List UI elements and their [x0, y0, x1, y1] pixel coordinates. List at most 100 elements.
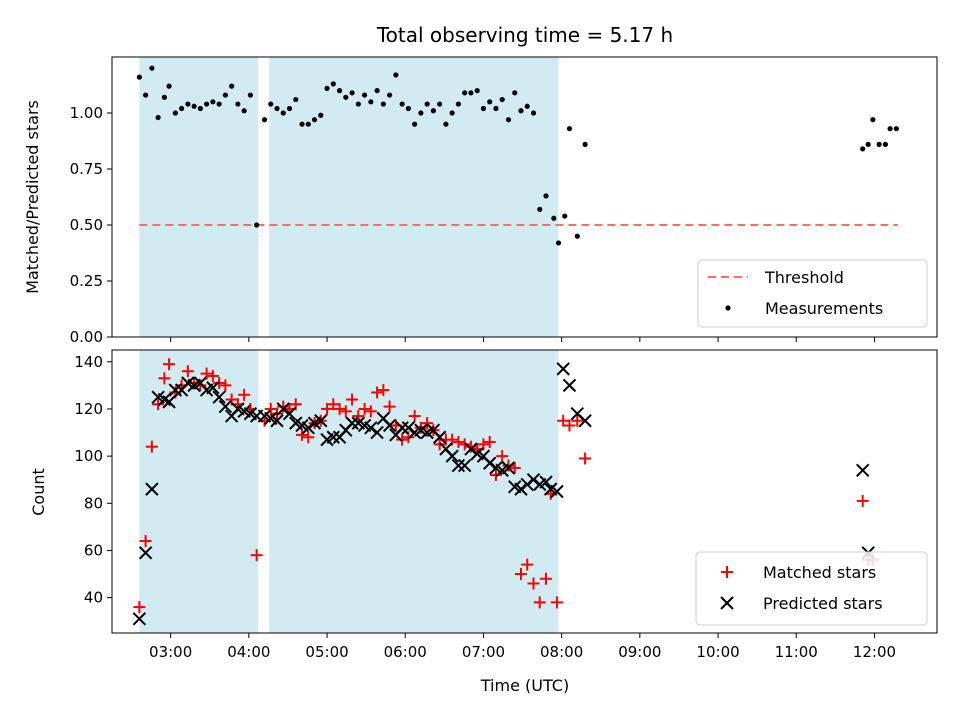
- y-tick-label: 100: [74, 447, 103, 465]
- matched-star-point: [540, 572, 553, 585]
- measurement-point: [161, 94, 167, 100]
- measurement-point: [343, 94, 349, 100]
- measurement-point: [286, 105, 293, 112]
- measurement-point: [361, 92, 368, 98]
- shaded-interval-2: [269, 350, 559, 633]
- measurement-point: [210, 99, 216, 105]
- measurement-point: [305, 121, 311, 127]
- predicted-star-point: [326, 430, 341, 444]
- measurement-point: [143, 92, 149, 98]
- measurement-point: [368, 99, 374, 105]
- measurement-point: [204, 101, 210, 107]
- measurement-point: [261, 117, 268, 123]
- matched-star-point: [502, 459, 515, 472]
- predicted-star-point: [382, 418, 397, 433]
- matched-star-point: [383, 400, 396, 413]
- y-tick-label: 120: [74, 400, 103, 418]
- legend-threshold-label: Threshold: [764, 268, 844, 287]
- count-panel-legend: Matched stars Predicted stars: [695, 551, 928, 626]
- predicted-star-point: [520, 477, 534, 492]
- measurement-point: [537, 206, 543, 212]
- measurement-point: [555, 240, 562, 246]
- predicted-star-point: [401, 421, 416, 435]
- measurement-point: [191, 103, 197, 109]
- measurement-point: [443, 121, 449, 127]
- y-tick-label: 40: [84, 589, 103, 607]
- x-tick-label: 09:00: [618, 643, 661, 661]
- y-tick-label: 1.00: [70, 104, 103, 122]
- matched-star-point: [264, 402, 277, 415]
- count-panel-ylabel: Count: [29, 468, 48, 516]
- legend-measurements-swatch: [725, 305, 731, 311]
- chart-title: Total observing time = 5.17 h: [376, 23, 673, 47]
- y-tick-label: 80: [84, 494, 103, 512]
- measurement-point: [480, 105, 487, 112]
- predicted-star-point: [145, 482, 159, 496]
- matched-star-point: [145, 440, 158, 453]
- predicted-star-point: [138, 546, 153, 560]
- measurement-point: [136, 74, 142, 80]
- legend-measurements-label: Measurements: [765, 299, 883, 318]
- measurement-point: [505, 117, 512, 123]
- matched-star-point: [321, 402, 334, 415]
- measurement-point: [566, 126, 573, 132]
- matched-star-point: [327, 398, 340, 411]
- measurement-point: [562, 213, 568, 219]
- matched-star-point: [856, 494, 869, 507]
- measurement-point: [449, 110, 455, 116]
- measurement-point: [468, 90, 474, 96]
- predicted-star-point: [132, 612, 147, 626]
- predicted-star-point: [550, 484, 564, 499]
- x-tick-label: 11:00: [775, 643, 818, 661]
- measurement-point: [274, 105, 280, 112]
- measurement-point: [582, 141, 588, 147]
- measurement-point: [311, 117, 318, 123]
- predicted-star-point: [301, 421, 315, 435]
- measurement-point: [197, 105, 203, 112]
- matched-star-point: [346, 393, 359, 406]
- matched-star-point: [514, 568, 527, 581]
- matched-star-point: [483, 435, 496, 448]
- measurement-point: [241, 108, 247, 114]
- matched-star-point: [579, 452, 592, 465]
- legend-matched-label: Matched stars: [763, 563, 876, 582]
- shaded-interval-2: [269, 57, 559, 337]
- x-tick-label: 12:00: [853, 643, 896, 661]
- y-tick-label: 0.75: [70, 160, 103, 178]
- measurement-point: [185, 101, 191, 107]
- measurement-point: [254, 222, 260, 228]
- matched-star-point: [421, 417, 434, 430]
- measurement-point: [355, 101, 361, 107]
- matched-star-point: [489, 468, 502, 481]
- predicted-star-point: [451, 458, 466, 473]
- measurement-point: [530, 110, 537, 116]
- measurement-point: [216, 101, 222, 107]
- matched-star-point: [464, 440, 477, 453]
- measurement-point: [493, 105, 499, 112]
- measurement-point: [551, 215, 557, 221]
- x-tick-label: 07:00: [462, 643, 505, 661]
- matched-star-point: [371, 386, 384, 399]
- x-tick-label: 03:00: [149, 643, 192, 661]
- measurement-point: [499, 96, 505, 103]
- matched-star-point: [396, 433, 409, 446]
- matched-star-point: [133, 601, 146, 614]
- matched-star-point: [139, 535, 152, 548]
- predicted-star-point: [395, 421, 409, 435]
- predicted-star-point: [464, 442, 478, 456]
- measurement-point: [324, 85, 330, 91]
- matched-star-point: [194, 379, 207, 392]
- ratio-panel-legend: Threshold Measurements: [697, 259, 928, 328]
- predicted-star-point: [206, 381, 220, 395]
- predicted-star-point: [212, 390, 226, 404]
- measurement-point: [876, 141, 882, 147]
- predicted-star-point: [345, 416, 359, 430]
- matched-star-point: [158, 372, 171, 385]
- matched-star-point: [563, 419, 576, 432]
- predicted-star-point: [276, 402, 290, 416]
- y-tick-label: 0.25: [70, 272, 103, 290]
- matched-star-point: [377, 384, 390, 397]
- matched-star-point: [181, 365, 194, 378]
- legend-predicted-swatch: [720, 596, 734, 610]
- matched-star-point: [414, 421, 427, 434]
